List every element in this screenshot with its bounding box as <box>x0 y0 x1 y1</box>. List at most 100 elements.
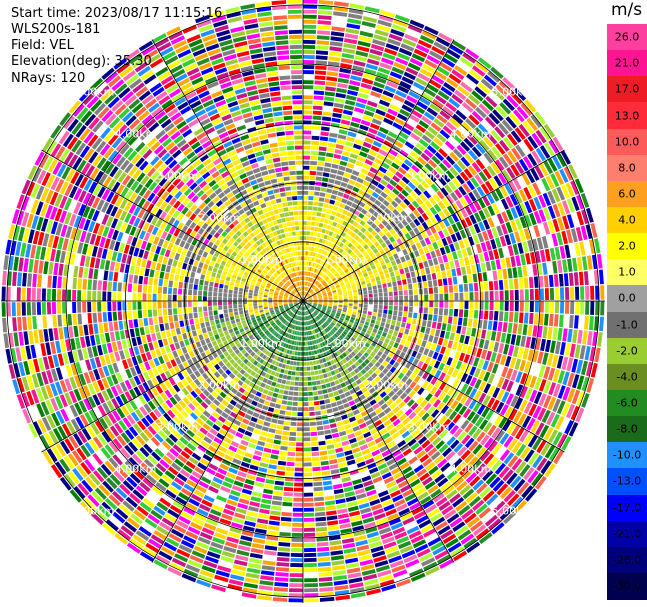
gate-cell <box>503 490 516 503</box>
gate-cell <box>306 316 309 321</box>
gate-cell <box>391 23 407 33</box>
gate-cell <box>342 109 353 116</box>
gate-cell <box>212 536 225 545</box>
gate-cell <box>262 452 271 458</box>
gate-cell <box>366 531 379 539</box>
gate-cell <box>327 264 331 270</box>
gate-cell <box>277 460 287 466</box>
gate-cell <box>429 294 434 301</box>
gate-cell <box>409 230 416 238</box>
gate-cell <box>438 32 453 43</box>
gate-cell <box>392 175 401 183</box>
gate-cell <box>303 211 308 215</box>
gate-cell <box>482 360 490 371</box>
gate-cell <box>307 251 311 256</box>
gate-cell <box>370 427 379 435</box>
gate-cell <box>271 449 280 455</box>
gate-cell <box>483 281 489 291</box>
gate-cell <box>432 436 442 446</box>
gate-cell <box>524 387 533 401</box>
gate-cell <box>323 424 331 430</box>
gate-cell <box>449 517 463 528</box>
gate-cell <box>371 372 378 379</box>
gate-cell <box>303 155 310 160</box>
gate-cell <box>421 254 427 262</box>
gate-cell <box>370 222 377 230</box>
gate-cell <box>342 220 348 227</box>
gate-cell <box>507 438 518 451</box>
gate-cell <box>308 299 313 301</box>
gate-cell <box>395 258 401 265</box>
gate-cell <box>402 516 415 526</box>
gate-cell <box>328 273 333 277</box>
gate-cell <box>240 394 248 401</box>
gate-cell <box>551 188 561 203</box>
gate-cell <box>308 325 311 330</box>
gate-cell <box>150 509 163 520</box>
gate-cell <box>445 155 456 166</box>
gate-cell <box>304 326 307 331</box>
gate-cell <box>309 315 312 319</box>
gate-cell <box>312 324 315 329</box>
gate-cell <box>562 259 568 273</box>
gate-cell <box>246 409 254 416</box>
gate-cell <box>255 523 268 530</box>
gate-cell <box>421 221 429 230</box>
gate-cell <box>475 243 483 254</box>
gate-cell <box>516 106 529 120</box>
gate-cell <box>408 265 415 272</box>
gate-cell <box>554 314 559 327</box>
gate-cell <box>382 367 389 375</box>
gate-cell <box>400 43 415 52</box>
gate-cell <box>341 346 347 352</box>
gate-cell <box>361 316 366 321</box>
gate-cell <box>311 330 314 335</box>
gate-cell <box>327 449 336 455</box>
gate-cell <box>303 427 310 432</box>
gate-cell <box>404 33 419 43</box>
gate-cell <box>292 517 303 522</box>
gate-cell <box>316 315 321 320</box>
gate-cell <box>445 121 457 132</box>
gate-cell <box>296 366 300 371</box>
gate-cell <box>495 259 502 270</box>
gate-cell <box>374 301 378 305</box>
gate-cell <box>300 321 302 326</box>
gate-cell <box>407 399 415 407</box>
gate-cell <box>423 561 438 572</box>
gate-cell <box>417 170 427 180</box>
gate-cell <box>441 144 452 154</box>
gate-cell <box>394 435 404 444</box>
gate-cell <box>133 469 145 481</box>
gate-cell <box>303 306 305 311</box>
gate-cell <box>583 271 589 285</box>
gate-cell <box>409 381 417 389</box>
gate-cell <box>318 297 323 300</box>
gate-cell <box>306 366 311 371</box>
gate-cell <box>365 176 373 183</box>
gate-cell <box>316 322 320 327</box>
gate-cell <box>460 208 468 218</box>
gate-cell <box>557 217 565 231</box>
gate-cell <box>304 573 318 578</box>
gate-cell <box>307 304 311 308</box>
gate-cell <box>490 239 497 250</box>
gate-cell <box>458 105 471 117</box>
gate-cell <box>483 136 494 148</box>
gate-cell <box>371 315 377 321</box>
gate-cell <box>364 159 373 166</box>
gate-cell <box>295 315 298 320</box>
gate-cell <box>462 408 472 419</box>
gate-cell <box>312 285 316 289</box>
gate-cell <box>186 429 195 438</box>
gate-cell <box>374 272 379 278</box>
gate-cell <box>456 60 471 72</box>
gate-cell <box>489 476 501 489</box>
gate-cell <box>304 563 317 568</box>
gate-cell <box>345 557 359 564</box>
gate-cell <box>527 135 539 149</box>
gate-cell <box>348 437 357 444</box>
gate-cell <box>413 446 423 455</box>
gate-cell <box>443 308 449 316</box>
gate-cell <box>346 285 351 289</box>
